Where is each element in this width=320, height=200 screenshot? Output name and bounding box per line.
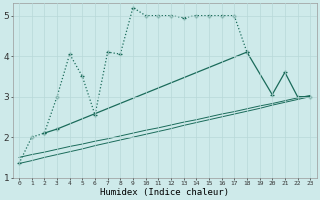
X-axis label: Humidex (Indice chaleur): Humidex (Indice chaleur) <box>100 188 229 197</box>
